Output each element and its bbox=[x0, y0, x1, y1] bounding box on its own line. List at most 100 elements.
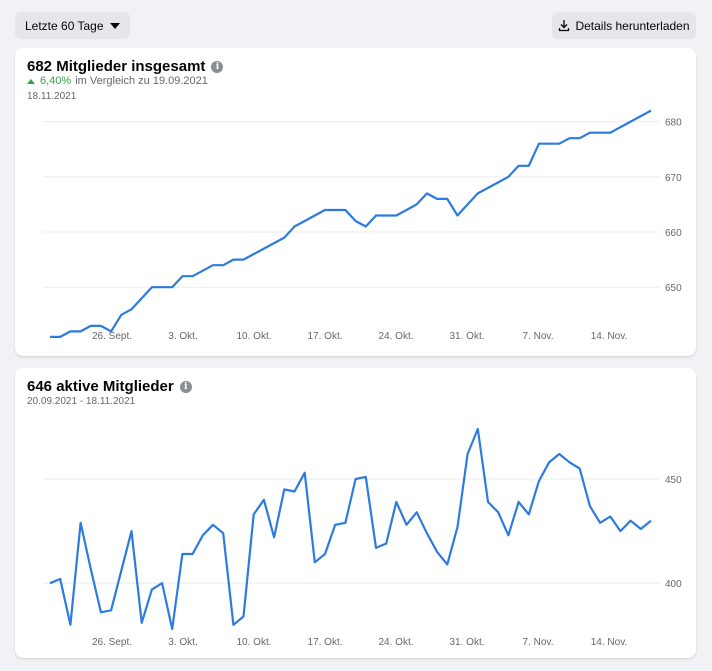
data-point bbox=[454, 212, 460, 218]
data-point bbox=[108, 328, 114, 334]
download-icon bbox=[559, 20, 570, 32]
data-point bbox=[322, 207, 328, 213]
data-point bbox=[241, 614, 247, 620]
data-point bbox=[546, 141, 552, 147]
data-point bbox=[169, 626, 175, 632]
data-point bbox=[495, 179, 501, 185]
total-members-heading: 682 Mitglieder insgesamt i bbox=[27, 58, 224, 75]
data-point bbox=[47, 580, 53, 586]
data-point bbox=[628, 518, 634, 524]
info-icon[interactable]: i bbox=[179, 380, 192, 393]
data-point bbox=[200, 532, 206, 538]
data-point bbox=[587, 503, 593, 509]
data-point bbox=[475, 190, 481, 196]
data-point bbox=[302, 218, 308, 224]
data-point bbox=[57, 334, 63, 340]
data-point bbox=[281, 235, 287, 241]
y-tick-label: 650 bbox=[665, 283, 682, 294]
data-point bbox=[332, 522, 338, 528]
data-point bbox=[465, 451, 471, 457]
data-point bbox=[251, 511, 257, 517]
data-point bbox=[505, 532, 511, 538]
data-point bbox=[210, 522, 216, 528]
x-tick-label: 31. Okt. bbox=[449, 331, 484, 342]
data-point bbox=[261, 497, 267, 503]
x-tick-label: 10. Okt. bbox=[236, 331, 271, 342]
data-point bbox=[607, 130, 613, 136]
data-point bbox=[638, 113, 644, 119]
date-range-dropdown[interactable]: Letzte 60 Tage bbox=[15, 12, 130, 39]
data-point bbox=[342, 207, 348, 213]
x-tick-label: 26. Sept. bbox=[92, 331, 132, 342]
data-point bbox=[495, 509, 501, 515]
x-tick-label: 14. Nov. bbox=[591, 331, 628, 342]
data-point bbox=[526, 163, 532, 169]
data-point bbox=[159, 580, 165, 586]
data-point bbox=[648, 518, 654, 524]
data-point bbox=[271, 534, 277, 540]
data-point bbox=[434, 196, 440, 202]
data-point bbox=[98, 323, 104, 329]
data-point bbox=[536, 141, 542, 147]
x-tick-label: 7. Nov. bbox=[523, 331, 554, 342]
data-point bbox=[393, 212, 399, 218]
data-point bbox=[67, 328, 73, 334]
data-point bbox=[169, 284, 175, 290]
data-point bbox=[312, 212, 318, 218]
data-point bbox=[57, 576, 63, 582]
date-range-label: Letzte 60 Tage bbox=[25, 18, 104, 33]
y-tick-label: 670 bbox=[665, 173, 682, 184]
data-point bbox=[190, 273, 196, 279]
active-members-chart: 400 450 26. Sept. 3. Okt. 10. Okt. 17. Okt. 24… bbox=[43, 427, 682, 648]
data-point bbox=[88, 566, 94, 572]
x-tick-label: 3. Okt. bbox=[168, 637, 197, 648]
data-point bbox=[556, 141, 562, 147]
active-members-title: 646 aktive Mitglieder bbox=[27, 378, 174, 395]
data-point bbox=[567, 135, 573, 141]
data-point bbox=[587, 130, 593, 136]
x-tick-label: 3. Okt. bbox=[168, 331, 197, 342]
data-point bbox=[383, 541, 389, 547]
data-point bbox=[78, 328, 84, 334]
data-point bbox=[536, 478, 542, 484]
data-point bbox=[414, 509, 420, 515]
data-point bbox=[404, 207, 410, 213]
x-tick-label: 17. Okt. bbox=[307, 637, 342, 648]
data-point bbox=[638, 526, 644, 532]
data-point bbox=[485, 185, 491, 191]
data-point bbox=[281, 486, 287, 492]
data-point bbox=[302, 470, 308, 476]
data-point bbox=[98, 609, 104, 615]
change-percent: 6,40% bbox=[40, 75, 72, 87]
y-tick-label: 450 bbox=[665, 475, 682, 486]
data-point bbox=[505, 174, 511, 180]
x-tick-label: 26. Sept. bbox=[92, 637, 132, 648]
data-point bbox=[597, 520, 603, 526]
data-point bbox=[179, 273, 185, 279]
data-point bbox=[577, 135, 583, 141]
data-point bbox=[78, 520, 84, 526]
data-point bbox=[108, 607, 114, 613]
info-icon[interactable]: i bbox=[211, 60, 224, 73]
data-point bbox=[424, 530, 430, 536]
data-point bbox=[230, 622, 236, 628]
data-point bbox=[567, 459, 573, 465]
x-tick-label: 31. Okt. bbox=[449, 637, 484, 648]
total-members-card: 682 Mitglieder insgesamt i 6,40% im Verg… bbox=[15, 48, 696, 356]
active-members-heading: 646 aktive Mitglieder i bbox=[27, 378, 192, 395]
data-point bbox=[444, 196, 450, 202]
data-point bbox=[556, 451, 562, 457]
data-point bbox=[597, 130, 603, 136]
change-text: im Vergleich zu 19.09.2021 bbox=[75, 75, 208, 87]
data-point bbox=[88, 323, 94, 329]
data-point bbox=[393, 499, 399, 505]
data-point bbox=[526, 511, 532, 517]
data-point bbox=[67, 622, 73, 628]
data-point bbox=[648, 108, 654, 114]
data-point bbox=[291, 489, 297, 495]
data-point bbox=[271, 240, 277, 246]
y-tick-label: 680 bbox=[665, 118, 682, 129]
download-details-button[interactable]: Details herunterladen bbox=[552, 12, 696, 39]
data-point bbox=[128, 306, 134, 312]
x-tick-label: 17. Okt. bbox=[307, 331, 342, 342]
